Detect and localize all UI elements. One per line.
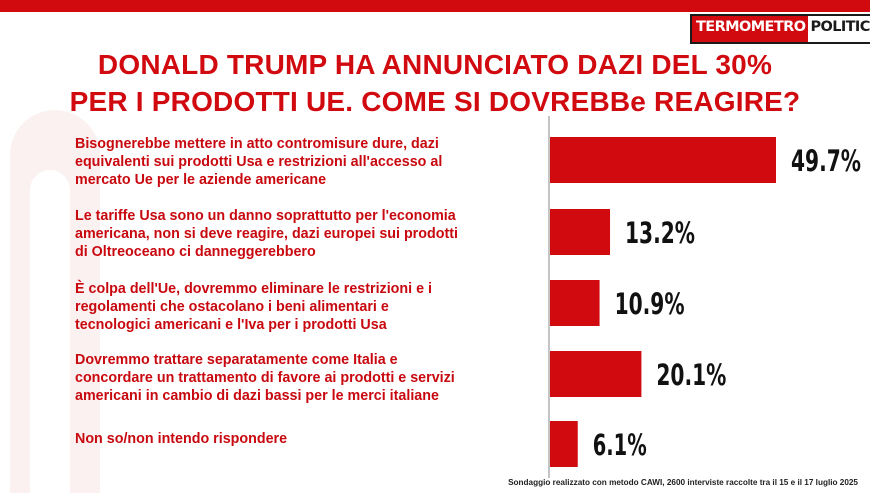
background-watermark-inner xyxy=(30,170,70,493)
answer-label-line: americani in cambio di dazi bassi per le… xyxy=(75,388,439,404)
answer-label-line: di Oltreoceano ci danneggerebbero xyxy=(75,244,316,260)
top-accent-bar xyxy=(0,0,870,12)
answer-label-line: regolamenti che ostacolano i beni alimen… xyxy=(75,299,389,315)
value-label-5: 6.1% xyxy=(593,428,647,462)
answer-label-5: Non so/non intendo rispondere xyxy=(75,430,545,448)
bar-1 xyxy=(550,137,776,183)
bar-2 xyxy=(550,209,611,255)
answer-label-line: Non so/non intendo rispondere xyxy=(75,431,288,447)
bar-5 xyxy=(550,421,578,467)
source-note: Sondaggio realizzato con metodo CAWI, 26… xyxy=(508,478,858,487)
answer-label-1: Bisognerebbe mettere in atto contromisur… xyxy=(75,135,545,189)
answer-label-line: tecnologici americani e l'Iva per i prod… xyxy=(75,317,387,333)
value-label-3: 10.9% xyxy=(615,287,685,321)
answer-label-2: Le tariffe Usa sono un danno soprattutto… xyxy=(75,207,545,261)
title-line-1: DONALD TRUMP HA ANNUNCIATO DAZI DEL 30% xyxy=(97,49,773,80)
answer-label-line: Dovremmo trattare separatamente come Ita… xyxy=(75,352,398,368)
answer-label-line: americana, non si deve reagire, dazi eur… xyxy=(75,226,458,242)
bar-3 xyxy=(550,280,600,326)
answer-label-4: Dovremmo trattare separatamente come Ita… xyxy=(75,351,545,405)
logo-right-text: POLITICO xyxy=(810,19,870,35)
value-label-1: 49.7% xyxy=(791,144,861,178)
value-label-4: 20.1% xyxy=(656,358,726,392)
logo-left-text: TERMOMETRO xyxy=(692,16,809,42)
answer-label-line: concordare un trattamento di favore ai p… xyxy=(75,370,455,386)
answer-label-3: È colpa dell'Ue, dovremmo eliminare le r… xyxy=(75,280,545,334)
answer-label-line: È colpa dell'Ue, dovremmo eliminare le r… xyxy=(75,281,432,297)
bar-4 xyxy=(550,351,642,397)
answer-label-line: equivalenti sui prodotti Usa e restrizio… xyxy=(75,154,443,170)
title-line-2: PER I PRODOTTI UE. COME SI DOVREBBe REAG… xyxy=(69,86,801,117)
chart-title: DONALD TRUMP HA ANNUNCIATO DAZI DEL 30% … xyxy=(0,46,870,120)
answer-label-line: Bisognerebbe mettere in atto contromisur… xyxy=(75,136,439,152)
value-label-2: 13.2% xyxy=(625,216,695,250)
answer-label-line: Le tariffe Usa sono un danno soprattutto… xyxy=(75,208,456,224)
brand-logo: TERMOMETRO POLITICO xyxy=(690,14,870,44)
answer-label-line: mercato Ue per le aziende americane xyxy=(75,172,327,188)
